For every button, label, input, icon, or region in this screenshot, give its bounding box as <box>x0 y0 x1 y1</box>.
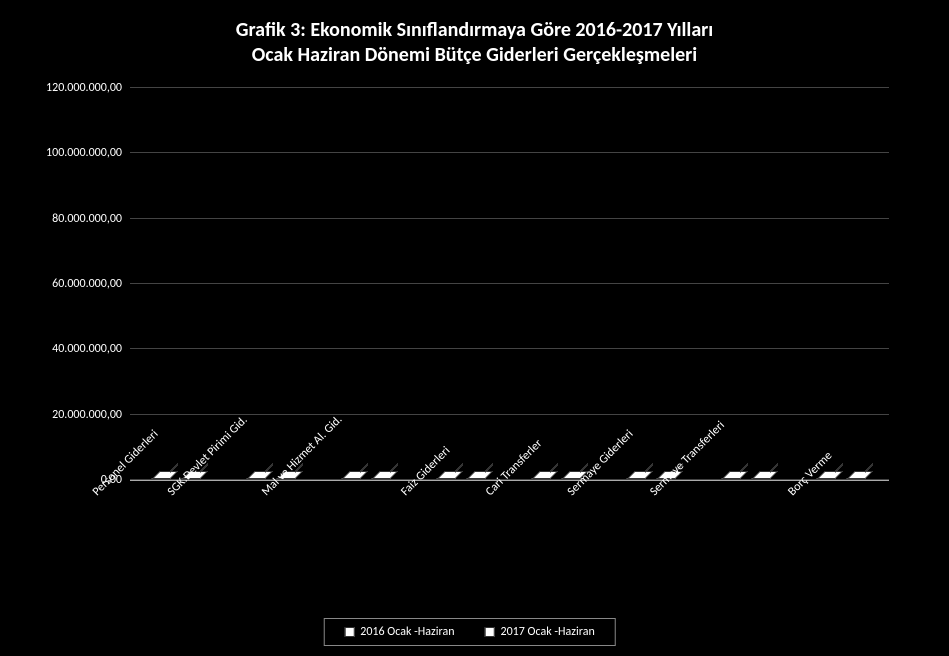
bar-top-face <box>847 471 873 479</box>
bar-top-face <box>752 471 778 479</box>
legend-swatch-icon <box>344 627 354 637</box>
y-tick-label: 20.000.000,00 <box>52 408 130 422</box>
gridline: 60.000.000,00 <box>130 283 889 284</box>
x-axis-labels: Personel GiderleriSGK.Devlet Pirimi Gid.… <box>130 481 889 606</box>
bar-top-face <box>372 471 398 479</box>
gridline: 20.000.000,00 <box>130 414 889 415</box>
chart-title-line2: Ocak Haziran Dönemi Bütçe Giderleri Gerç… <box>40 43 909 68</box>
bar-top-face <box>627 471 653 479</box>
chart-container: Grafik 3: Ekonomik Sınıflandırmaya Göre … <box>0 0 949 656</box>
y-tick-label: 40.000.000,00 <box>52 342 130 356</box>
bar-top-face <box>437 471 463 479</box>
legend-item-2017: 2017 Ocak -Haziran <box>485 625 595 639</box>
plot-wrapper: 0,0020.000.000,0040.000.000,0060.000.000… <box>20 78 919 656</box>
legend: 2016 Ocak -Haziran 2017 Ocak -Haziran <box>323 618 616 646</box>
y-tick-label: 80.000.000,00 <box>52 212 130 226</box>
legend-swatch-icon <box>485 627 495 637</box>
y-tick-label: 100.000.000,00 <box>46 146 130 160</box>
y-tick-label: 60.000.000,00 <box>52 277 130 291</box>
legend-label-2017: 2017 Ocak -Haziran <box>501 625 595 639</box>
bar-top-face <box>722 471 748 479</box>
legend-label-2016: 2016 Ocak -Haziran <box>360 625 454 639</box>
y-tick-label: 120.000.000,00 <box>46 81 130 95</box>
chart-title-line1: Grafik 3: Ekonomik Sınıflandırmaya Göre … <box>40 18 909 43</box>
gridline: 80.000.000,00 <box>130 218 889 219</box>
bar-top-face <box>532 471 558 479</box>
gridline: 100.000.000,00 <box>130 152 889 153</box>
gridline: 40.000.000,00 <box>130 348 889 349</box>
gridline: 120.000.000,00 <box>130 87 889 88</box>
bar-top-face <box>467 471 493 479</box>
bar-top-face <box>342 471 368 479</box>
chart-title: Grafik 3: Ekonomik Sınıflandırmaya Göre … <box>0 0 949 78</box>
legend-item-2016: 2016 Ocak -Haziran <box>344 625 454 639</box>
